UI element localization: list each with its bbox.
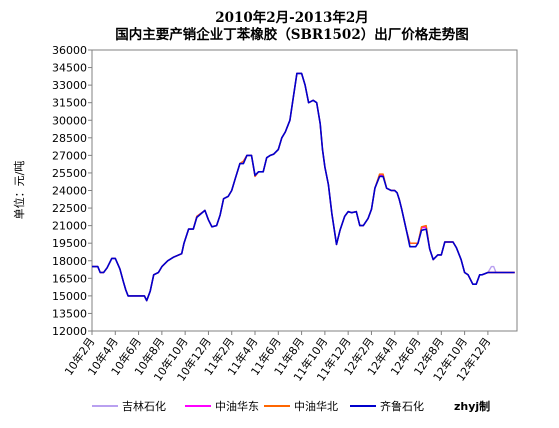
chart-subtitle: 国内主要产销企业丁苯橡胶（SBR1502）出厂价格走势图 xyxy=(115,26,468,43)
watermark-text: zhyj制 xyxy=(454,399,490,413)
y-tick-label: 33000 xyxy=(52,79,87,92)
y-tick-label: 30000 xyxy=(52,114,87,127)
series-line-3 xyxy=(92,72,515,302)
y-tick-label: 15000 xyxy=(52,290,87,303)
series-line-4 xyxy=(92,72,515,302)
y-tick-label: 31500 xyxy=(52,97,87,110)
y-tick-label: 24000 xyxy=(52,185,87,198)
y-tick-label: 27000 xyxy=(52,149,87,162)
y-tick-label: 18000 xyxy=(52,255,87,268)
y-tick-label: 12000 xyxy=(52,325,87,338)
y-tick-label: 19500 xyxy=(52,237,87,250)
y-axis: 12000 13500 15000 16500 18000 19500 21000 22500… xyxy=(52,44,92,338)
y-tick-label: 25500 xyxy=(52,167,87,180)
chart-title: 2010年2月-2013年2月 xyxy=(215,9,369,26)
y-tick-label: 16500 xyxy=(52,272,87,285)
series-lines xyxy=(92,72,515,302)
legend-label: 齐鲁石化 xyxy=(380,399,424,413)
series-line-2 xyxy=(92,72,515,302)
y-axis-label: 单位：元/吨 xyxy=(12,161,26,220)
plot-area xyxy=(91,49,518,332)
x-axis: 10年2月10年4月10年6月10年8月10年10月10年12月11年2月11年… xyxy=(61,331,493,384)
legend-label: 中油华东 xyxy=(215,399,259,413)
legend-label: 吉林石化 xyxy=(122,399,166,413)
y-tick-label: 28500 xyxy=(52,132,87,145)
y-tick-label: 13500 xyxy=(52,307,87,320)
legend: 吉林石化 中油华东 中油华北 齐鲁石化 xyxy=(92,399,424,413)
y-tick-label: 21000 xyxy=(52,220,87,233)
y-tick-label: 36000 xyxy=(52,44,87,57)
legend-label: 中油华北 xyxy=(294,399,338,413)
series-line-1 xyxy=(92,72,515,302)
y-tick-label: 34500 xyxy=(52,62,87,75)
y-tick-label: 22500 xyxy=(52,202,87,215)
